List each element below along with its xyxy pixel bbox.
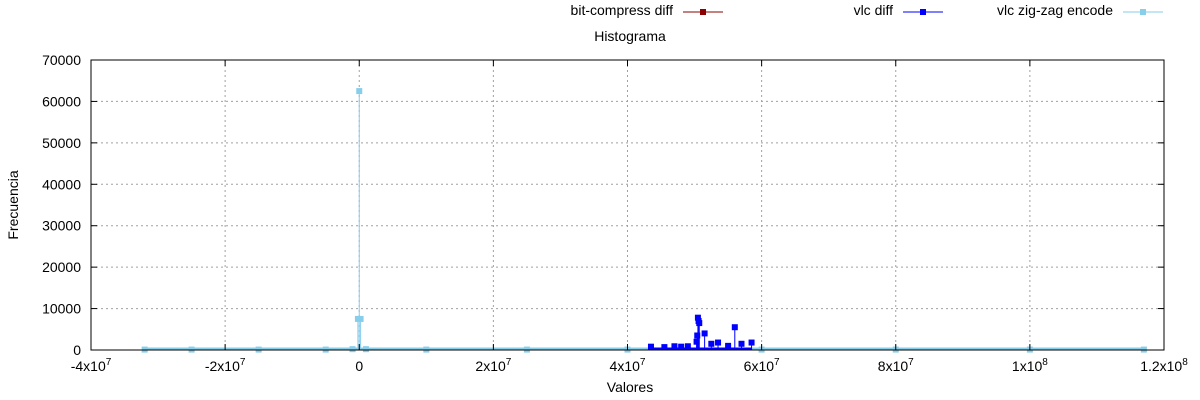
x-tick-label: -2x107 xyxy=(205,357,246,374)
data-point xyxy=(696,320,703,327)
data-point xyxy=(356,88,363,95)
legend-marker-vlc-zigzag xyxy=(1140,9,1146,15)
y-tick-label: 20000 xyxy=(42,259,81,275)
x-tick-label: -4x107 xyxy=(71,357,112,374)
x-tick-label: 1.2x108 xyxy=(1140,357,1188,374)
legend: bit-compress diff vlc diff vlc zig-zag e… xyxy=(571,2,1163,18)
legend-marker-vlc-diff xyxy=(920,9,926,15)
data-point xyxy=(349,346,356,353)
y-tick-label: 50000 xyxy=(42,135,81,151)
data-series xyxy=(141,88,1147,353)
series-1 xyxy=(647,314,755,351)
legend-label-vlc-zigzag: vlc zig-zag encode xyxy=(997,2,1113,18)
x-tick-label: 0 xyxy=(355,358,363,374)
data-point xyxy=(708,340,715,347)
x-tick-label: 6x107 xyxy=(744,357,780,374)
data-point xyxy=(725,342,732,349)
data-point xyxy=(694,314,701,321)
data-point xyxy=(678,343,685,350)
y-tick-label: 70000 xyxy=(42,52,81,68)
data-point xyxy=(661,344,668,351)
data-point xyxy=(738,340,745,347)
data-point xyxy=(357,315,364,322)
x-axis-label: Valores xyxy=(607,379,653,395)
x-tick-label: 1x108 xyxy=(1012,357,1048,374)
data-point xyxy=(647,343,654,350)
y-axis-label: Frecuencia xyxy=(5,170,21,239)
y-tick-label: 60000 xyxy=(42,93,81,109)
data-point xyxy=(362,346,369,353)
legend-label-vlc-diff: vlc diff xyxy=(854,2,894,18)
data-point xyxy=(693,338,700,345)
legend-label-bit-compress: bit-compress diff xyxy=(571,2,674,18)
chart-title: Histograma xyxy=(594,28,666,44)
y-tick-label: 40000 xyxy=(42,176,81,192)
axis-ticks: 0 10000 20000 30000 40000 50000 60000 70000 -4x1… xyxy=(42,52,1188,374)
legend-marker-bit-compress xyxy=(700,9,706,15)
data-point xyxy=(701,330,708,337)
data-point xyxy=(684,343,691,350)
x-tick-label: 4x107 xyxy=(610,357,646,374)
y-tick-label: 30000 xyxy=(42,218,81,234)
data-point xyxy=(715,339,722,346)
y-tick-label: 10000 xyxy=(42,301,81,317)
data-point xyxy=(671,343,678,350)
data-point xyxy=(748,339,755,346)
x-tick-label: 2x107 xyxy=(475,357,511,374)
grid xyxy=(91,60,1164,350)
data-point xyxy=(731,324,738,331)
series-2 xyxy=(141,88,1147,353)
y-tick-label: 0 xyxy=(73,342,81,358)
data-point xyxy=(694,332,701,339)
x-tick-label: 8x107 xyxy=(878,357,914,374)
